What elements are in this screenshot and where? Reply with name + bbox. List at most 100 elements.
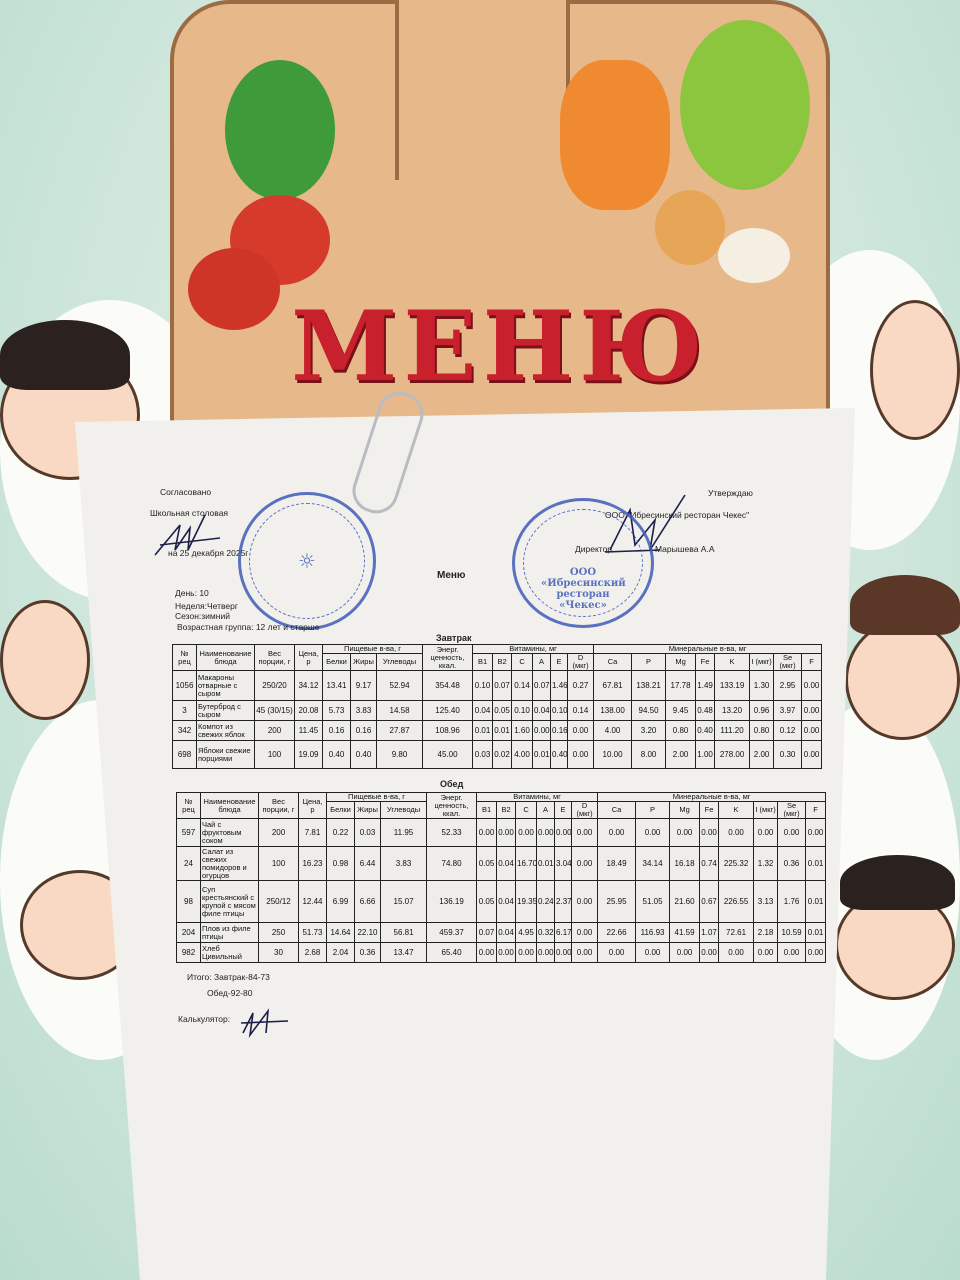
cell-value: 0.01 xyxy=(805,922,827,943)
cell-value: 3.97 xyxy=(773,700,803,721)
cell-value: 0.00 xyxy=(597,818,637,847)
cell-value: 0.01 xyxy=(492,720,513,741)
cell-value: 34.14 xyxy=(635,846,671,881)
cell-value: 1.32 xyxy=(753,846,779,881)
cell-value: 0.00 xyxy=(753,942,779,963)
cell-value: 354.48 xyxy=(422,670,474,701)
cell-value: 100 xyxy=(258,846,299,881)
cell-value: 98 xyxy=(176,880,201,923)
cell-value: 0.07 xyxy=(476,922,498,943)
col-vitamin: C xyxy=(515,801,538,819)
child-hair xyxy=(840,855,955,910)
cell-value: 41.59 xyxy=(669,922,701,943)
cell-value: 133.19 xyxy=(714,670,751,701)
cell-value: 0.30 xyxy=(773,740,803,769)
cell-value: 21.60 xyxy=(669,880,701,923)
child-illustration xyxy=(870,300,960,440)
col-weight: Вес порции, г xyxy=(258,792,299,819)
cell-value: 0.22 xyxy=(326,818,355,847)
cell-value: 0.00 xyxy=(699,818,720,847)
col-group-vitamins: Витамины, мг xyxy=(476,792,599,802)
cell-value: 0.05 xyxy=(476,880,498,923)
cell-value: 1.49 xyxy=(695,670,716,701)
subheader-row: Белки Жиры Углеводы B1 B2 C A E D (мкг) Ca P Mg Fe K I… xyxy=(173,653,823,671)
col-mineral: Mg xyxy=(665,653,697,671)
cell-value: 0.74 xyxy=(699,846,720,881)
col-nutrient: Жиры xyxy=(350,653,377,671)
cell-value: 0.00 xyxy=(801,670,823,701)
tomato-decoration xyxy=(188,248,280,330)
cell-value: 0.07 xyxy=(492,670,513,701)
cell-value: 16.23 xyxy=(298,846,327,881)
dish-name: Плов из филе птицы xyxy=(200,922,259,943)
director-name: Марышева А.А xyxy=(655,544,715,554)
cell-value: 65.40 xyxy=(426,942,478,963)
cell-value: 1.07 xyxy=(699,922,720,943)
cell-value: 0.00 xyxy=(571,846,599,881)
cell-value: 3 xyxy=(172,700,197,721)
col-mineral: Fe xyxy=(699,801,720,819)
col-name: Наименование блюда xyxy=(200,792,259,819)
col-vitamin: A xyxy=(536,801,556,819)
cell-value: 0.00 xyxy=(801,720,823,741)
cell-value: 0.16 xyxy=(322,720,351,741)
cell-value: 34.12 xyxy=(294,670,323,701)
col-mineral: I (мкг) xyxy=(753,801,779,819)
breakfast-table: № рец Наименование блюда Вес порции, г Ц… xyxy=(172,644,823,769)
col-mineral: Mg xyxy=(669,801,701,819)
cell-value: 2.04 xyxy=(326,942,355,963)
cell-value: 1056 xyxy=(172,670,197,701)
cell-value: 0.12 xyxy=(773,720,803,741)
table-row: 1056 Макароны отварные с сыром 250/20 34.12… xyxy=(172,670,823,701)
cell-value: 0.03 xyxy=(472,740,494,769)
cell-value: 1.00 xyxy=(695,740,716,769)
cell-value: 13.20 xyxy=(714,700,751,721)
cell-value: 52.33 xyxy=(426,818,478,847)
cell-value: 0.32 xyxy=(536,922,556,943)
cell-value: 0.00 xyxy=(496,818,517,847)
cell-value: 0.00 xyxy=(718,818,755,847)
cell-value: 200 xyxy=(254,720,295,741)
cell-value: 10.59 xyxy=(777,922,807,943)
lettuce-decoration xyxy=(680,20,810,190)
cell-value: 0.14 xyxy=(567,700,595,721)
cell-value: 18.49 xyxy=(597,846,637,881)
calculator-label: Калькулятор: xyxy=(178,1014,231,1024)
col-mineral: Fe xyxy=(695,653,716,671)
col-mineral: Ca xyxy=(593,653,633,671)
col-mineral: K xyxy=(714,653,751,671)
cell-value: 0.00 xyxy=(571,880,599,923)
stamp-right: ООО «Ибресинский ресторан «Чекес» xyxy=(512,498,654,628)
dish-name: Бутерброд с сыром xyxy=(196,700,255,721)
table-row: 982 Хлеб Цивильный 30 2.68 2.04 0.36 13.47 65.4… xyxy=(176,942,827,963)
cell-value: 0.40 xyxy=(550,740,569,769)
cell-value: 6.17 xyxy=(554,922,573,943)
cell-value: 0.00 xyxy=(496,942,517,963)
cell-value: 204 xyxy=(176,922,201,943)
cell-value: 4.00 xyxy=(511,740,534,769)
cell-value: 30 xyxy=(258,942,299,963)
cell-value: 9.45 xyxy=(665,700,697,721)
col-price: Цена, р xyxy=(294,644,323,671)
carrot-decoration xyxy=(560,60,670,210)
cell-value: 226.55 xyxy=(718,880,755,923)
cell-value: 138.21 xyxy=(631,670,667,701)
col-price: Цена, р xyxy=(298,792,327,819)
cell-value: 2.68 xyxy=(298,942,327,963)
col-vitamin: E xyxy=(554,801,573,819)
col-mineral: I (мкг) xyxy=(749,653,775,671)
cell-value: 0.00 xyxy=(567,740,595,769)
poster-title: МЕНЮ xyxy=(291,290,709,403)
cell-value: 17.78 xyxy=(665,670,697,701)
cell-value: 225.32 xyxy=(718,846,755,881)
cell-value: 67.81 xyxy=(593,670,633,701)
cell-value: 0.00 xyxy=(532,720,552,741)
breakfast-label: Завтрак xyxy=(436,633,472,643)
cell-value: 0.00 xyxy=(571,942,599,963)
cell-value: 459.37 xyxy=(426,922,478,943)
cell-value: 25.95 xyxy=(597,880,637,923)
dish-name: Компот из свежих яблок xyxy=(196,720,255,741)
cell-value: 0.40 xyxy=(695,720,716,741)
cell-value: 0.10 xyxy=(550,700,569,721)
cell-value: 0.00 xyxy=(571,922,599,943)
